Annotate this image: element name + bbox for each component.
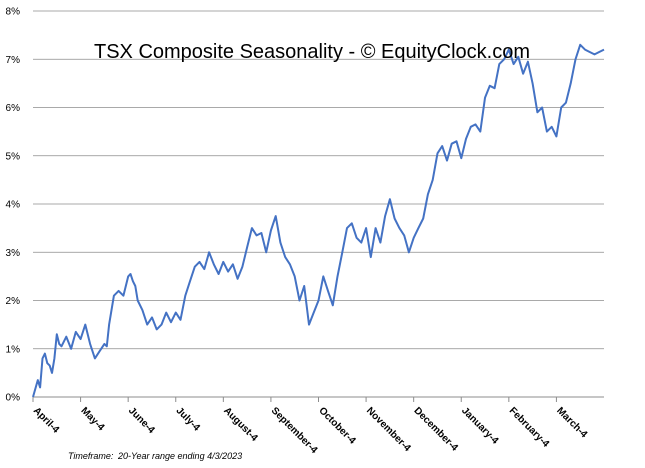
y-tick-label: 1% xyxy=(6,344,21,355)
gridlines xyxy=(33,10,604,350)
footer-timeframe-label: Timeframe: xyxy=(68,451,114,461)
y-tick-label: 8% xyxy=(6,7,21,18)
footer-timeframe-value: 20-Year range ending 4/3/2023 xyxy=(117,451,242,461)
seasonality-line xyxy=(32,43,605,398)
y-tick-label: 4% xyxy=(6,200,21,211)
y-tick-label: 3% xyxy=(6,248,21,259)
y-tick-label: 6% xyxy=(6,103,21,114)
y-axis-tick-labels: 0% 1% 2% 3% 4% 5% 6% 7% 8% xyxy=(6,7,21,404)
y-tick-label: 2% xyxy=(6,296,21,307)
chart-title: TSX Composite Seasonality - © EquityCloc… xyxy=(94,41,530,63)
y-tick-label: 0% xyxy=(6,393,21,404)
y-tick-label: 5% xyxy=(6,151,21,162)
y-tick-label: 7% xyxy=(6,55,21,66)
x-axis xyxy=(32,396,604,402)
